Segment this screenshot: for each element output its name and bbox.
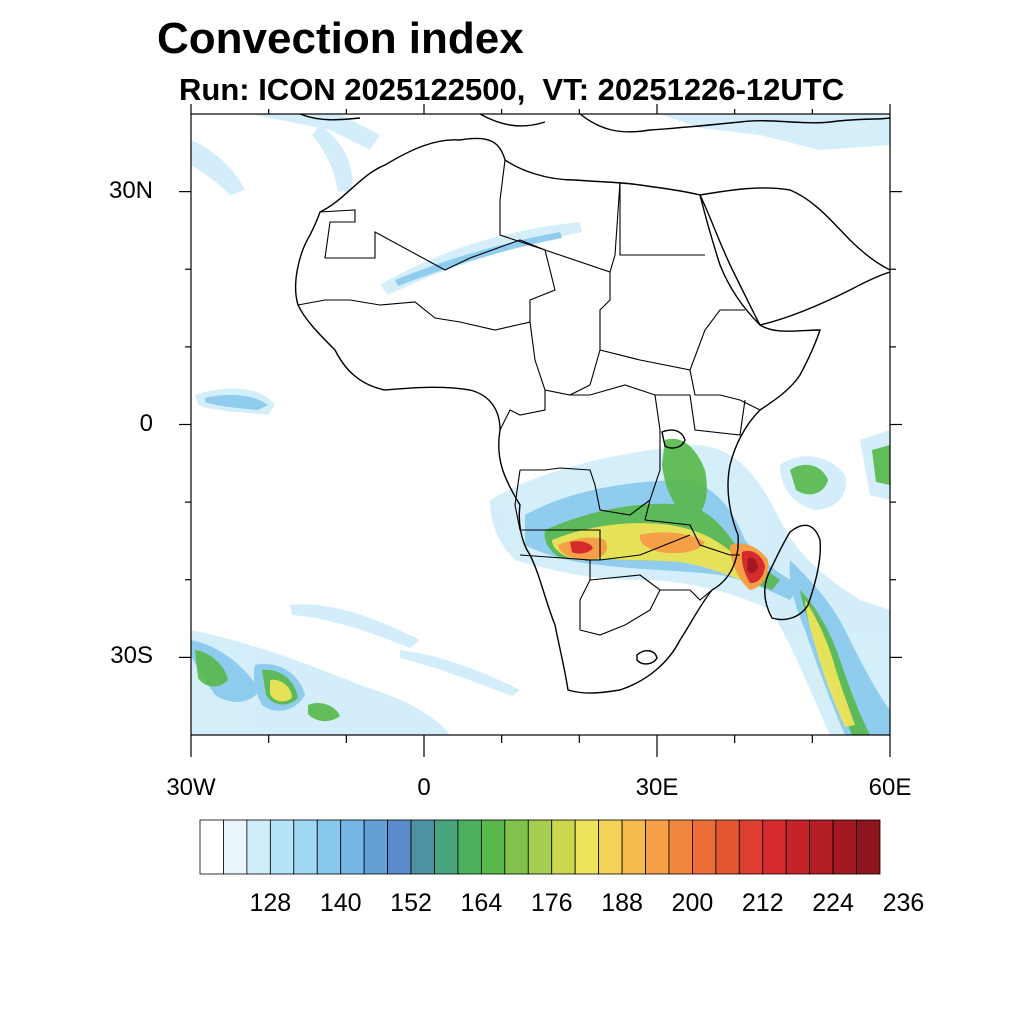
colorbar xyxy=(199,819,881,875)
colorbar-swatch xyxy=(269,819,295,875)
colorbar-swatch xyxy=(363,819,388,875)
colorbar-swatch xyxy=(574,819,600,875)
arabia-coastline xyxy=(699,187,890,326)
field-med-west xyxy=(312,125,353,192)
field-north-atlantic xyxy=(191,140,245,195)
colorbar-swatch xyxy=(856,819,881,875)
colorbar-swatch xyxy=(738,819,764,875)
lesotho-outline xyxy=(636,650,658,665)
colorbar-swatch xyxy=(246,819,271,875)
colorbar-swatch xyxy=(598,819,623,875)
field-mad-blue xyxy=(789,560,890,735)
colorbar-swatch xyxy=(199,819,224,875)
colorbar-label: 236 xyxy=(882,889,925,917)
lon-label: 0 xyxy=(417,774,431,801)
field-south-atlantic-3 xyxy=(400,650,520,696)
country-borders xyxy=(297,159,761,636)
colorbar-label: 200 xyxy=(671,889,714,917)
colorbar-swatch xyxy=(504,819,529,875)
colorbar-swatch xyxy=(340,819,365,875)
colorbar-label: 140 xyxy=(319,889,362,917)
field-med-top xyxy=(250,114,380,150)
colorbar-swatch xyxy=(480,819,506,875)
colorbar-swatch xyxy=(316,819,342,875)
field-east-green xyxy=(790,464,828,495)
field-moz-maxred xyxy=(747,557,758,574)
field-sa-cells-green-3 xyxy=(308,703,340,722)
field-sa-cells-yellow xyxy=(270,679,292,702)
field-sa-cells-green xyxy=(195,650,228,687)
colorbar-swatch xyxy=(668,819,693,875)
lake-victoria xyxy=(661,429,686,449)
colorbar-label: 152 xyxy=(390,889,432,917)
colorbar-label: 128 xyxy=(249,889,292,917)
lon-label: 30E xyxy=(635,774,679,801)
field-lakes-green xyxy=(662,438,707,520)
europe-coastline xyxy=(299,114,890,133)
colorbar-swatch xyxy=(434,819,459,875)
colorbar-label: 212 xyxy=(741,889,784,917)
lat-label: 0 xyxy=(139,409,153,437)
colorbar-swatch xyxy=(457,819,482,875)
map-title: Convection index xyxy=(157,14,524,63)
field-sa-band-yellow xyxy=(552,523,760,584)
colorbar-label: 224 xyxy=(812,889,854,917)
field-mad-yellow xyxy=(805,600,855,727)
field-south-atlantic xyxy=(191,630,450,735)
convection-fields xyxy=(191,114,890,735)
colorbar-swatch xyxy=(832,819,857,875)
colorbar-swatch xyxy=(809,819,834,875)
colorbar-swatch xyxy=(387,819,412,875)
field-sa-red xyxy=(570,541,593,554)
field-sa-band-orange-2 xyxy=(639,532,705,554)
coastlines xyxy=(295,114,890,694)
africa-coastline xyxy=(295,137,821,694)
colorbar-swatch xyxy=(645,819,670,875)
lon-label: 30W xyxy=(166,774,216,801)
field-far-east-green xyxy=(872,445,890,485)
colorbar-label: 188 xyxy=(601,889,643,917)
lat-label: 30S xyxy=(110,642,153,670)
field-sahara-streak xyxy=(380,222,582,295)
colorbar-swatch xyxy=(692,819,717,875)
field-south-atlantic-2 xyxy=(290,604,420,648)
colorbar-swatch xyxy=(621,819,646,875)
colorbar-swatch xyxy=(527,819,553,875)
colorbar-swatch xyxy=(223,819,248,875)
map-axes xyxy=(179,104,902,757)
field-streak-core xyxy=(395,232,562,286)
lon-label: 60E xyxy=(868,774,912,801)
colorbar-label: 164 xyxy=(460,889,503,917)
field-med-east xyxy=(660,114,890,150)
colorbar-swatch xyxy=(410,819,435,875)
colorbar-swatch xyxy=(715,819,740,875)
red-sea-coastline xyxy=(699,194,761,326)
map-subtitle: Run: ICON 2025122500, VT: 20251226-12UTC xyxy=(179,72,845,107)
colorbar-label: 176 xyxy=(530,889,573,917)
colorbar-swatch xyxy=(551,819,576,875)
colorbar-swatch xyxy=(293,819,318,875)
colorbar-swatch xyxy=(762,819,787,875)
plot-frame xyxy=(190,113,891,736)
lat-label: 30N xyxy=(108,176,153,204)
field-atl-eq-core xyxy=(205,394,268,410)
madagascar-coastline xyxy=(764,524,822,621)
colorbar-swatch xyxy=(785,819,811,875)
